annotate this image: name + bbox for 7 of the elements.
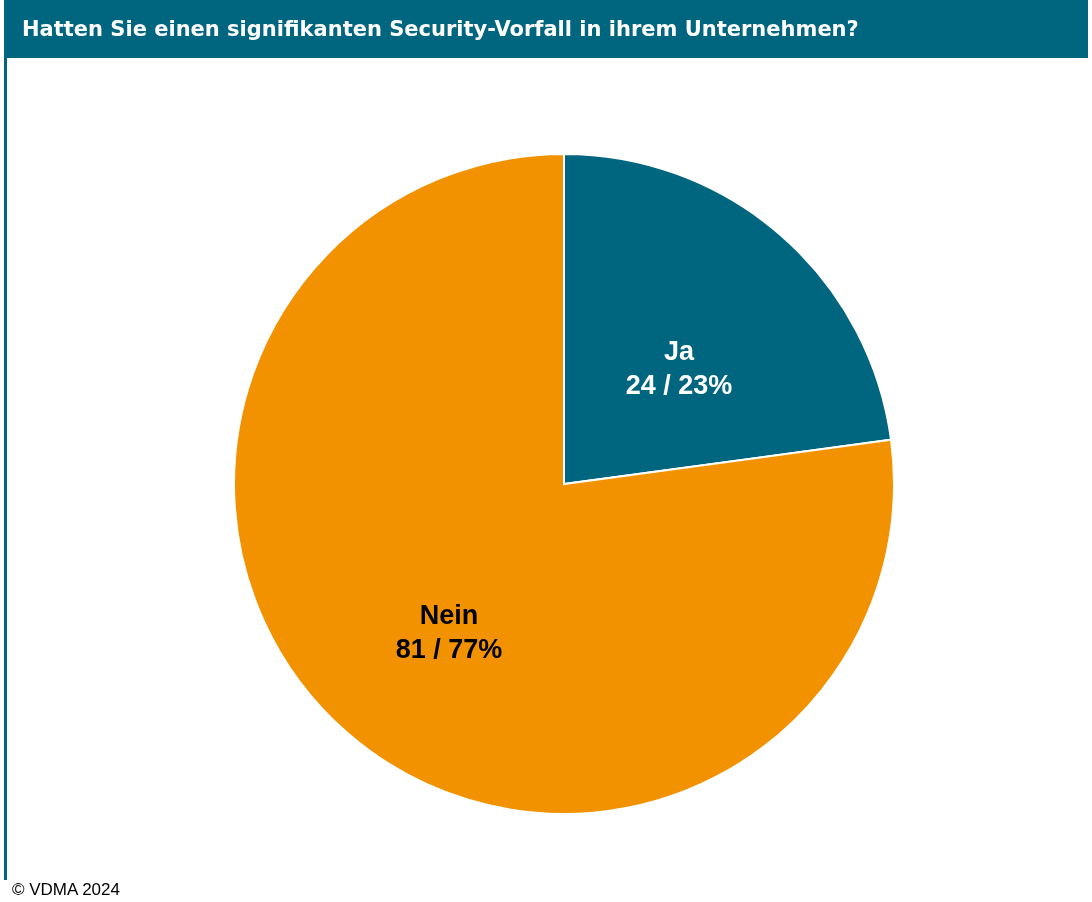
- data-label: 81 / 77%: [395, 633, 503, 664]
- slice-label: Ja: [664, 336, 696, 367]
- slice-label: Nein: [419, 599, 479, 630]
- text: © VDMA 2024: [12, 880, 120, 900]
- pie-slice: [233, 153, 895, 815]
- chart-title: Hatten Sie einen signifikanten Security-Vorfall in ihrem Unternehmen?: [4, 0, 1088, 58]
- data-label: 24 / 23%: [625, 370, 733, 401]
